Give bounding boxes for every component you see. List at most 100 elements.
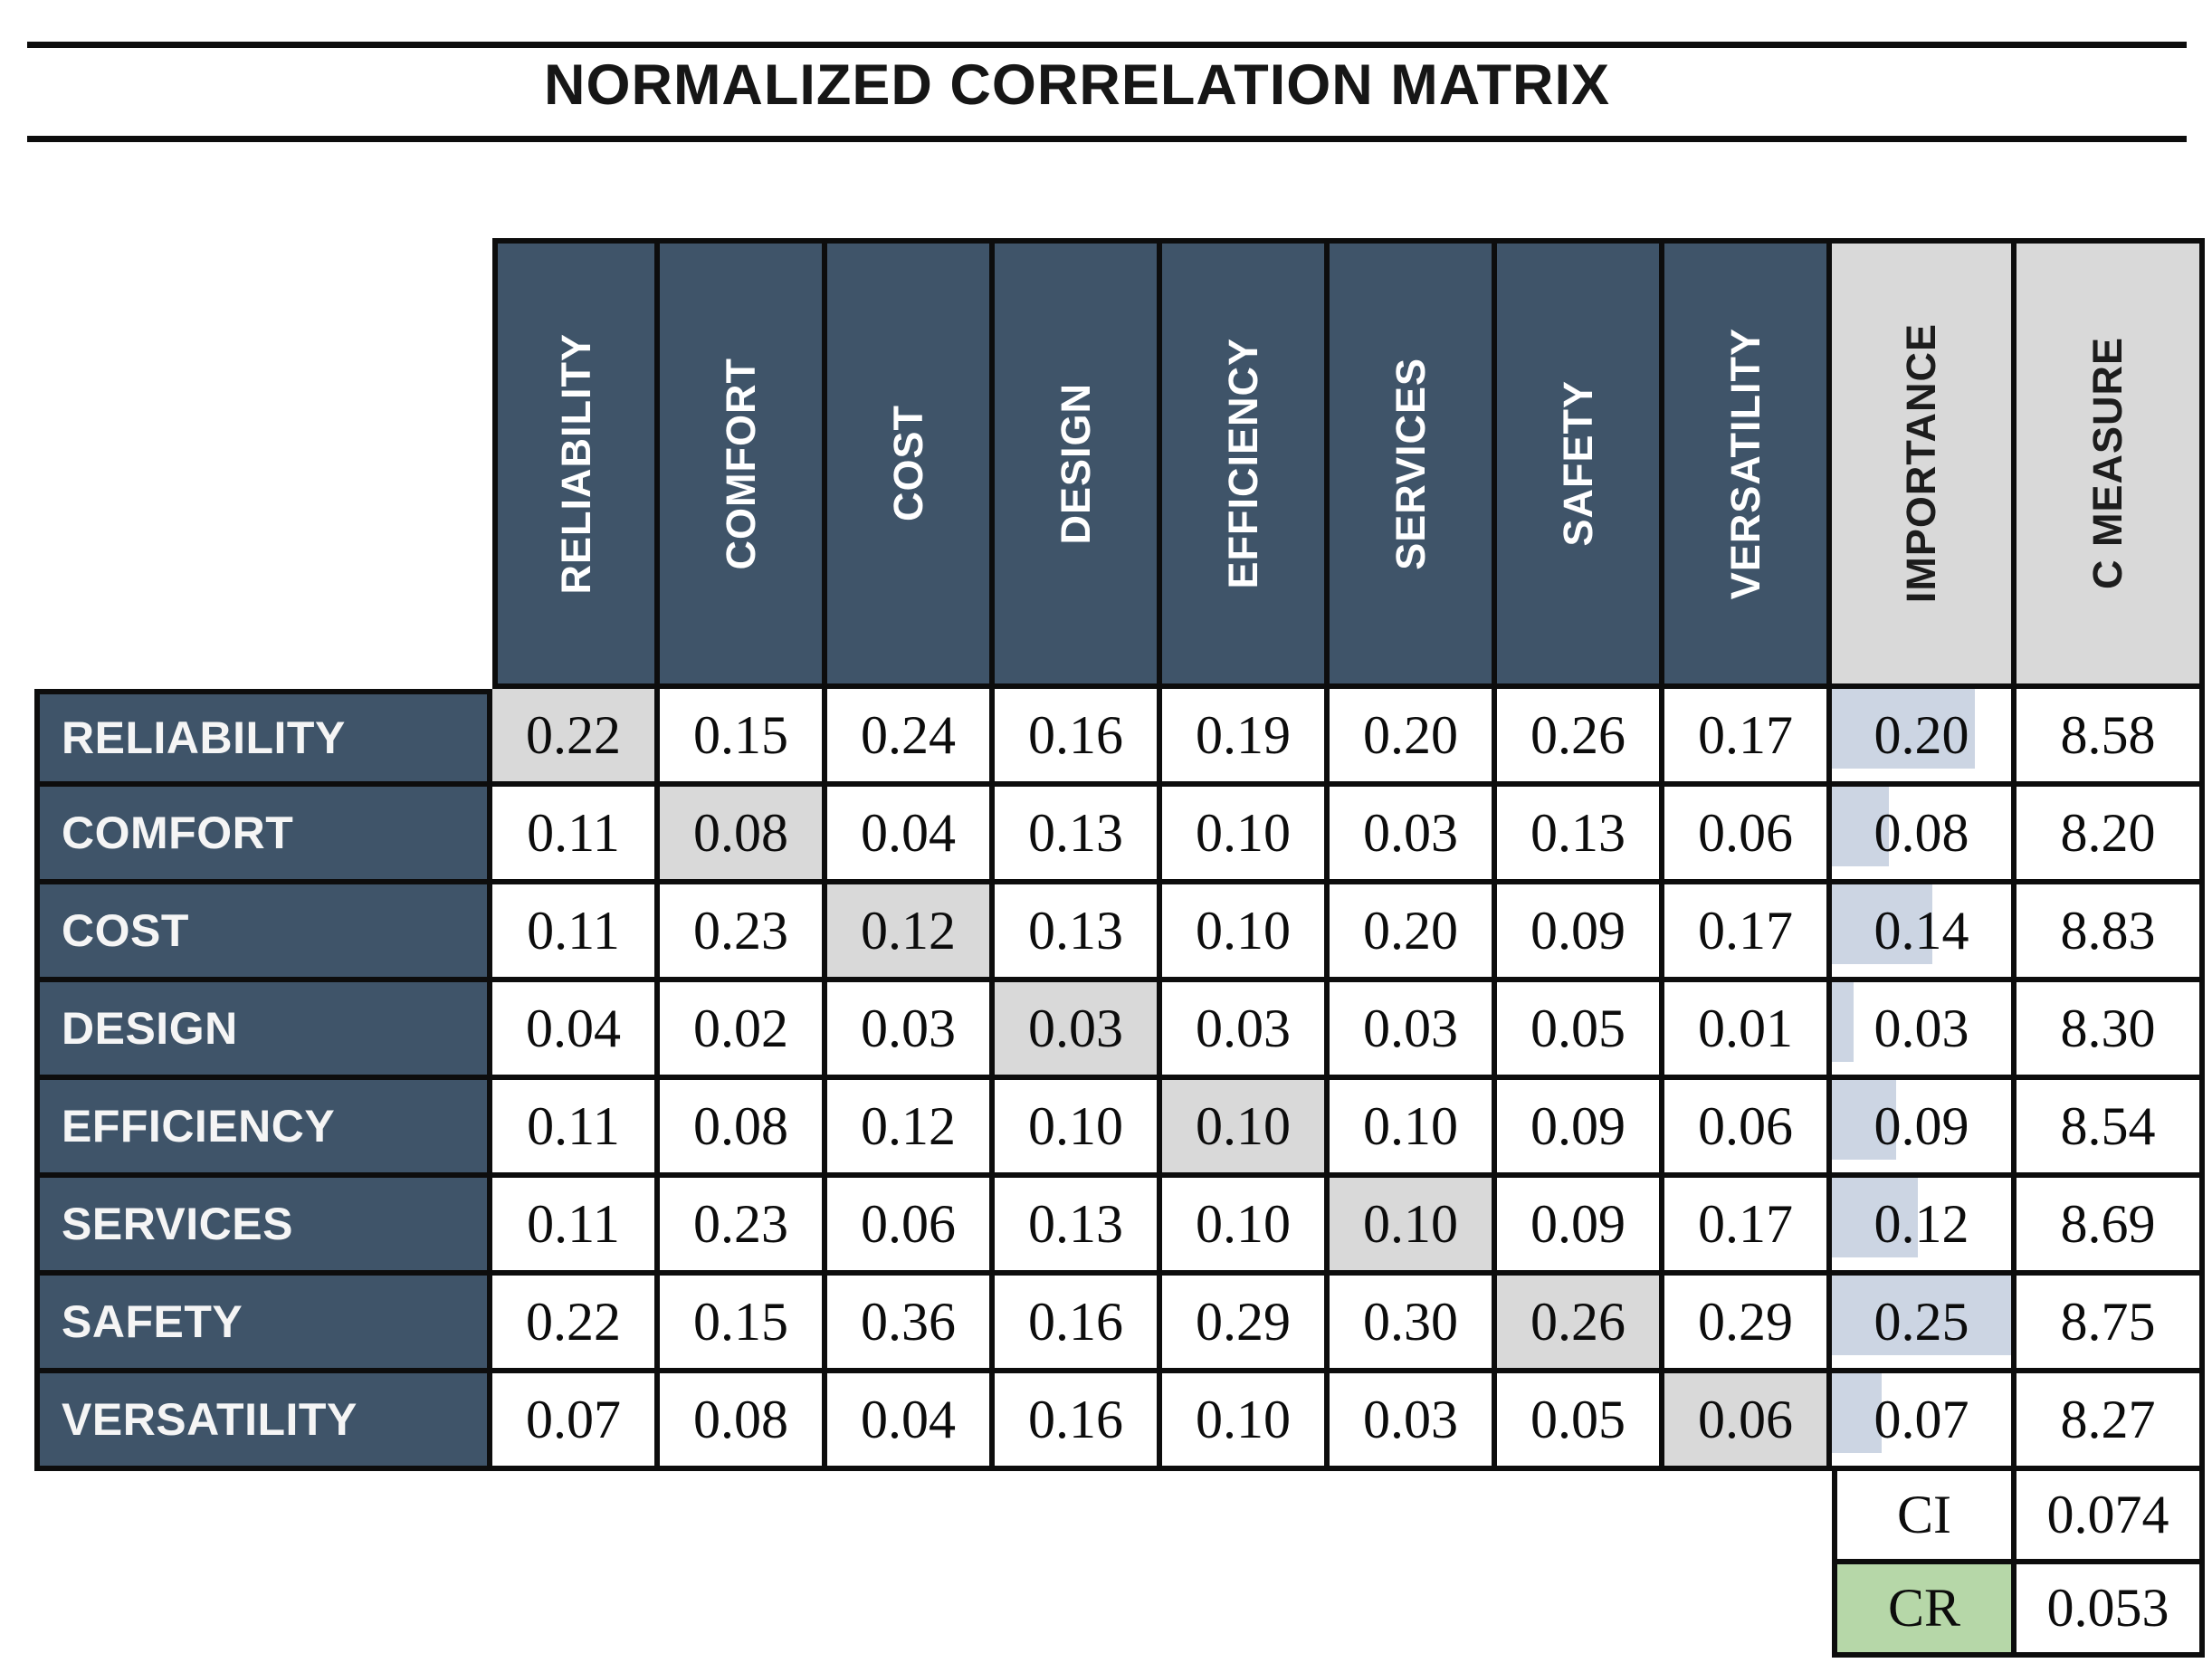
ci-value-cell: 0.074	[2017, 1471, 2205, 1564]
importance-bar	[1832, 1276, 2011, 1355]
column-header-reliability: RELIABILITY	[492, 238, 660, 689]
matrix-cell: 0.10	[1162, 884, 1330, 982]
matrix-cell: 0.22	[492, 689, 660, 787]
matrix-cell: 0.06	[1664, 1080, 1832, 1178]
column-header-label: COMFORT	[717, 357, 764, 570]
importance-bar	[1832, 1080, 1897, 1160]
c-measure-cell: 8.27	[2017, 1373, 2205, 1471]
column-header-label: C MEASURE	[2084, 337, 2131, 590]
matrix-cell: 0.23	[660, 884, 827, 982]
matrix-cell: 0.02	[660, 982, 827, 1080]
matrix-cell: 0.24	[827, 689, 995, 787]
row-header-services: SERVICES	[34, 1178, 492, 1276]
column-header-label: EFFICIENCY	[1219, 338, 1266, 589]
importance-bar	[1832, 689, 1976, 769]
row-header-label: DESIGN	[62, 1003, 238, 1054]
c-measure-cell: 8.30	[2017, 982, 2205, 1080]
importance-cell: 0.14	[1832, 884, 2017, 982]
matrix-cell: 0.17	[1664, 689, 1832, 787]
row-header-cost: COST	[34, 884, 492, 982]
importance-bar	[1832, 982, 1854, 1062]
column-header-importance: IMPORTANCE	[1832, 238, 2017, 689]
column-header-label: RELIABILITY	[552, 332, 599, 595]
cr-value-cell: 0.053	[2017, 1564, 2205, 1658]
row-header-label: COMFORT	[62, 808, 294, 858]
matrix-cell: 0.10	[1162, 1373, 1330, 1471]
c-measure-cell: 8.58	[2017, 689, 2205, 787]
matrix-cell: 0.10	[1162, 1080, 1330, 1178]
row-header-comfort: COMFORT	[34, 787, 492, 884]
ci-row-spacer	[34, 1471, 1832, 1564]
column-header-cost: COST	[827, 238, 995, 689]
matrix-cell: 0.15	[660, 689, 827, 787]
importance-cell: 0.07	[1832, 1373, 2017, 1471]
matrix-cell: 0.09	[1497, 1178, 1664, 1276]
importance-cell: 0.25	[1832, 1276, 2017, 1373]
matrix-cell: 0.05	[1497, 982, 1664, 1080]
importance-cell: 0.20	[1832, 689, 2017, 787]
matrix-cell: 0.03	[1330, 1373, 1497, 1471]
importance-cell: 0.09	[1832, 1080, 2017, 1178]
column-header-comfort: COMFORT	[660, 238, 827, 689]
importance-bar	[1832, 1178, 1919, 1257]
c-measure-cell: 8.75	[2017, 1276, 2205, 1373]
matrix-cell: 0.13	[995, 884, 1162, 982]
matrix-cell: 0.06	[1664, 787, 1832, 884]
importance-bar	[1832, 884, 1932, 964]
importance-cell: 0.12	[1832, 1178, 2017, 1276]
column-header-c-measure: C MEASURE	[2017, 238, 2205, 689]
row-header-label: SAFETY	[62, 1296, 243, 1347]
matrix-cell: 0.11	[492, 1080, 660, 1178]
matrix-cell: 0.03	[827, 982, 995, 1080]
column-header-label: SERVICES	[1387, 357, 1434, 570]
matrix-cell: 0.09	[1497, 1080, 1664, 1178]
matrix-cell: 0.12	[827, 1080, 995, 1178]
row-header-label: EFFICIENCY	[62, 1101, 336, 1152]
matrix-cell: 0.04	[827, 1373, 995, 1471]
matrix-cell: 0.08	[660, 787, 827, 884]
title-rule-bottom	[27, 136, 2187, 142]
column-header-label: VERSATILITY	[1721, 327, 1769, 600]
matrix-cell: 0.13	[995, 1178, 1162, 1276]
row-header-design: DESIGN	[34, 982, 492, 1080]
cr-label-cell: CR	[1832, 1564, 2017, 1658]
matrix-cell: 0.19	[1162, 689, 1330, 787]
matrix-cell: 0.23	[660, 1178, 827, 1276]
column-header-label: DESIGN	[1052, 382, 1099, 545]
row-header-label: RELIABILITY	[62, 712, 346, 763]
column-header-label: IMPORTANCE	[1898, 323, 1944, 604]
matrix-cell: 0.17	[1664, 1178, 1832, 1276]
matrix-cell: 0.12	[827, 884, 995, 982]
matrix-cell: 0.16	[995, 1373, 1162, 1471]
column-header-design: DESIGN	[995, 238, 1162, 689]
title-rule-top	[27, 42, 2187, 48]
importance-bar	[1832, 1373, 1883, 1453]
matrix-cell: 0.06	[1664, 1373, 1832, 1471]
matrix-cell: 0.11	[492, 1178, 660, 1276]
row-header-efficiency: EFFICIENCY	[34, 1080, 492, 1178]
matrix-cell: 0.15	[660, 1276, 827, 1373]
cr-row-spacer	[34, 1564, 1832, 1658]
matrix-cell: 0.08	[660, 1373, 827, 1471]
row-header-label: COST	[62, 905, 189, 956]
page-title: NORMALIZED CORRELATION MATRIX	[543, 53, 1611, 117]
matrix-cell: 0.13	[995, 787, 1162, 884]
matrix-cell: 0.26	[1497, 1276, 1664, 1373]
corner-spacer	[34, 238, 492, 689]
matrix-cell: 0.03	[1330, 787, 1497, 884]
c-measure-cell: 8.54	[2017, 1080, 2205, 1178]
matrix-cell: 0.36	[827, 1276, 995, 1373]
c-measure-cell: 8.20	[2017, 787, 2205, 884]
matrix-cell: 0.10	[1330, 1080, 1497, 1178]
matrix-cell: 0.26	[1497, 689, 1664, 787]
row-header-reliability: RELIABILITY	[34, 689, 492, 787]
matrix-cell: 0.03	[1330, 982, 1497, 1080]
matrix-cell: 0.16	[995, 689, 1162, 787]
matrix-cell: 0.11	[492, 787, 660, 884]
matrix-cell: 0.10	[1330, 1178, 1497, 1276]
row-header-versatility: VERSATILITY	[34, 1373, 492, 1471]
matrix-cell: 0.29	[1162, 1276, 1330, 1373]
importance-cell: 0.08	[1832, 787, 2017, 884]
matrix-cell: 0.20	[1330, 689, 1497, 787]
